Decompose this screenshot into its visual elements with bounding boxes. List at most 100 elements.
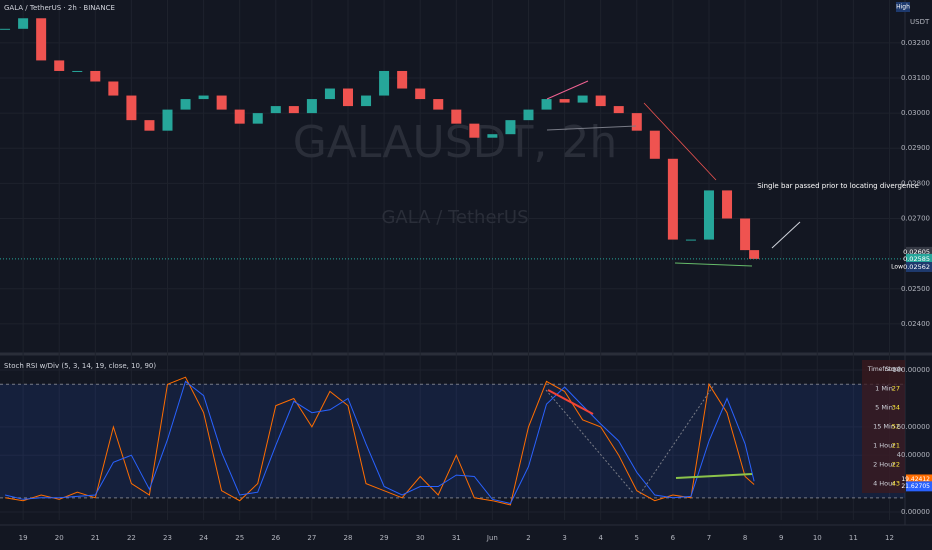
candle xyxy=(595,95,606,107)
candle xyxy=(541,99,552,110)
table-header: Stoch xyxy=(885,366,902,373)
table-cell: 1 Min xyxy=(875,385,893,393)
candle xyxy=(306,99,317,114)
y-tick-label: 0.02500 xyxy=(901,285,930,293)
x-tick-label: 30 xyxy=(416,534,425,542)
candle xyxy=(667,158,678,240)
table-header: Timeframe xyxy=(867,366,901,373)
stoch-line xyxy=(4,380,755,505)
x-tick-label: 29 xyxy=(380,534,389,542)
table-cell: 5 Min xyxy=(875,404,893,412)
x-tick-label: 20 xyxy=(55,534,64,542)
divergence-line xyxy=(639,381,717,495)
candle xyxy=(749,250,760,259)
table-cell: 34 xyxy=(892,404,900,412)
candle xyxy=(126,95,137,121)
x-tick-label: 10 xyxy=(813,534,822,542)
price-badge-label: 0.02605 xyxy=(903,248,930,256)
x-tick-label: 25 xyxy=(235,534,244,542)
y-tick-label: 0.03200 xyxy=(901,39,930,47)
price-badge-label: 0.02585 xyxy=(903,255,930,263)
divergence-line xyxy=(675,473,753,479)
x-tick-label: 19 xyxy=(19,534,28,542)
candle xyxy=(451,109,462,124)
divergence-line xyxy=(643,102,717,181)
x-tick-label: 26 xyxy=(271,534,280,542)
y-tick-label: 0.02700 xyxy=(901,215,930,223)
table-cell: 2 Hour xyxy=(873,461,895,469)
x-tick-label: 4 xyxy=(598,534,603,542)
candle xyxy=(90,70,101,82)
table-cell: 52 xyxy=(892,423,900,431)
candle xyxy=(703,190,714,240)
candle xyxy=(649,130,660,159)
candle xyxy=(108,81,119,96)
candle xyxy=(469,123,480,138)
x-tick-label: 5 xyxy=(635,534,639,542)
candle xyxy=(0,28,11,30)
candle xyxy=(631,113,642,131)
marks xyxy=(0,18,905,506)
candle xyxy=(216,95,227,110)
candle xyxy=(685,239,696,241)
y-tick-label: 60.00000 xyxy=(897,423,930,431)
divergence-line xyxy=(547,389,594,415)
value-badge-label: 21.62705 xyxy=(901,483,930,490)
candle xyxy=(342,88,353,107)
x-tick-label: 6 xyxy=(671,534,676,542)
candle xyxy=(144,120,155,131)
y-tick-label: 0.02400 xyxy=(901,320,930,328)
x-tick-label: 23 xyxy=(163,534,172,542)
candle xyxy=(505,120,516,135)
x-tick-label: 27 xyxy=(307,534,316,542)
candle xyxy=(252,113,263,124)
table-cell: 27 xyxy=(892,385,900,393)
x-tick-label: 8 xyxy=(743,534,747,542)
candle xyxy=(324,88,335,100)
high-badge xyxy=(896,2,910,12)
y-tick-label: 100.00000 xyxy=(892,366,930,374)
y-tick-label: 0.03100 xyxy=(901,74,930,82)
table-cell: 4 Hour xyxy=(873,480,895,488)
stoch-band-fill xyxy=(0,384,905,498)
table-cell: 21 xyxy=(892,442,900,450)
low-badge: Low xyxy=(891,263,903,270)
x-tick-label: 3 xyxy=(562,534,566,542)
candle xyxy=(54,60,65,71)
divergence-line xyxy=(545,389,635,495)
divergence-line xyxy=(674,262,753,267)
x-tick-label: 7 xyxy=(707,534,711,542)
candle xyxy=(415,88,426,100)
candle xyxy=(722,190,733,219)
high-badge-text: High xyxy=(896,4,910,11)
price-badge xyxy=(906,261,932,272)
x-tick-label: 2 xyxy=(526,534,530,542)
currency: USDT xyxy=(910,18,930,26)
value-badge-label: 19.42412 xyxy=(901,476,930,483)
x-tick-label: 22 xyxy=(127,534,136,542)
price-badge-label: 0.02562 xyxy=(903,263,930,271)
y-tick-label: 0.02900 xyxy=(901,144,930,152)
candle xyxy=(180,99,191,110)
candle xyxy=(18,18,29,29)
candle xyxy=(577,95,588,103)
candle xyxy=(270,106,281,114)
candle xyxy=(288,106,299,114)
candle xyxy=(613,106,624,114)
x-tick-label: 11 xyxy=(849,534,858,542)
y-tick-label: 0.02800 xyxy=(901,179,930,187)
y-tick-label: 40.00000 xyxy=(897,451,930,459)
stoch-line xyxy=(5,376,755,506)
annotation: Single bar passed prior to locating dive… xyxy=(757,182,919,190)
y-tick-label: 0.03000 xyxy=(901,109,930,117)
table-cell: 1 Hour xyxy=(873,442,895,450)
table-cell: 22 xyxy=(892,461,900,469)
symbol-info: GALA / TetherUS · 2h · BINANCE xyxy=(4,4,115,12)
candle xyxy=(36,18,47,61)
x-tick-label: 28 xyxy=(344,534,353,542)
candle xyxy=(397,70,408,89)
x-tick-label: 24 xyxy=(199,534,208,542)
divergence-line xyxy=(546,125,637,131)
